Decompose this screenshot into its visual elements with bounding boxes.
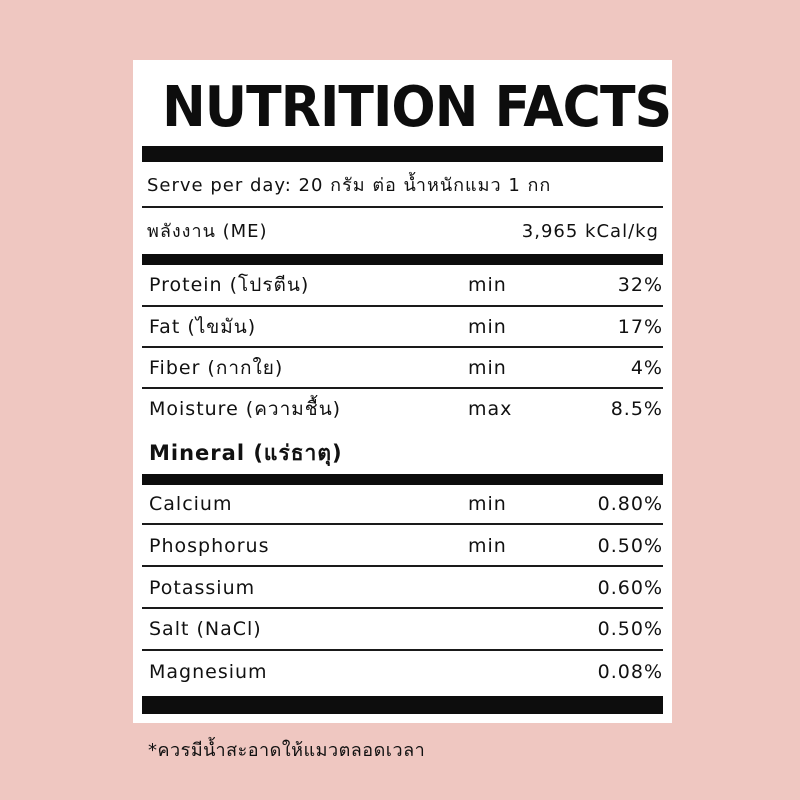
thick-divider — [142, 474, 663, 485]
divider — [142, 305, 663, 307]
mineral-value: 0.60% — [597, 577, 663, 599]
divider — [142, 206, 663, 208]
nutrient-row: Fiber (กากใย) min 4% — [149, 352, 663, 384]
mineral-name: Calcium — [149, 493, 233, 515]
serve-per-day: Serve per day: 20 กรัม ต่อ น้ำหนักแมว 1 … — [147, 175, 552, 196]
divider — [142, 387, 663, 389]
nutrient-value: 32% — [617, 274, 663, 296]
nutrient-qualifier: min — [468, 316, 507, 338]
mineral-row: Calcium min 0.80% — [149, 488, 663, 520]
panel-title: NUTRITION FACTS — [162, 75, 672, 140]
divider — [142, 607, 663, 609]
divider — [142, 649, 663, 651]
nutrient-name: Moisture (ความชื้น) — [149, 398, 342, 420]
mineral-name: Salt (NaCl) — [149, 618, 262, 640]
mineral-qualifier: min — [468, 535, 507, 557]
nutrition-facts-panel: NUTRITION FACTS Serve per day: 20 กรัม ต… — [133, 60, 672, 723]
mineral-row: Magnesium 0.08% — [149, 656, 663, 688]
mineral-row: Salt (NaCl) 0.50% — [149, 613, 663, 645]
nutrient-row: Fat (ไขมัน) min 17% — [149, 311, 663, 343]
nutrient-value: 17% — [617, 316, 663, 338]
mineral-name: Phosphorus — [149, 535, 270, 557]
mineral-value: 0.08% — [597, 661, 663, 683]
mineral-value: 0.50% — [597, 618, 663, 640]
thick-divider — [142, 146, 663, 162]
nutrient-qualifier: max — [468, 398, 513, 420]
footnote: *ควรมีน้ำสะอาดให้แมวตลอดเวลา — [148, 740, 426, 761]
nutrient-qualifier: min — [468, 357, 507, 379]
mineral-heading: Mineral (แร่ธาตุ) — [149, 441, 343, 465]
mineral-qualifier: min — [468, 493, 507, 515]
nutrient-value: 4% — [630, 357, 663, 379]
nutrient-name: Fat (ไขมัน) — [149, 316, 257, 338]
nutrient-qualifier: min — [468, 274, 507, 296]
mineral-row: Potassium 0.60% — [149, 572, 663, 604]
nutrient-value: 8.5% — [610, 398, 663, 420]
thick-divider — [142, 254, 663, 265]
mineral-name: Potassium — [149, 577, 256, 599]
nutrient-name: Protein (โปรตีน) — [149, 274, 310, 296]
nutrient-row: Protein (โปรตีน) min 32% — [149, 269, 663, 301]
energy-label: พลังงาน (ME) — [147, 221, 268, 242]
divider — [142, 523, 663, 525]
mineral-name: Magnesium — [149, 661, 268, 683]
divider — [142, 346, 663, 348]
mineral-row: Phosphorus min 0.50% — [149, 530, 663, 562]
nutrient-row: Moisture (ความชื้น) max 8.5% — [149, 393, 663, 425]
mineral-value: 0.80% — [597, 493, 663, 515]
thick-divider — [142, 696, 663, 714]
mineral-value: 0.50% — [597, 535, 663, 557]
energy-row: พลังงาน (ME) 3,965 kCal/kg — [147, 214, 659, 250]
energy-value: 3,965 kCal/kg — [521, 221, 659, 242]
divider — [142, 565, 663, 567]
nutrient-name: Fiber (กากใย) — [149, 357, 284, 379]
